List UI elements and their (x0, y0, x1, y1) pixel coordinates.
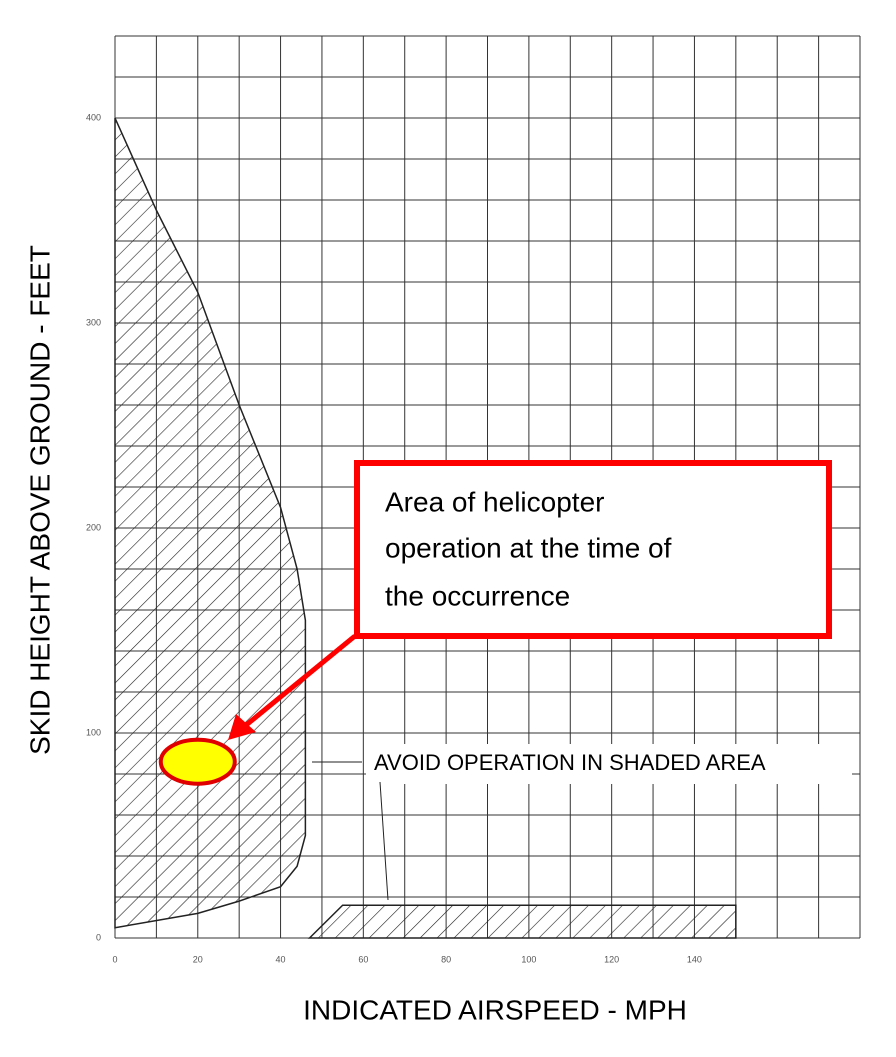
y-tick-label: 200 (86, 522, 101, 532)
callout-line: the occurrence (385, 580, 570, 611)
x-tick-label: 100 (521, 954, 536, 964)
callout-line: operation at the time of (385, 532, 672, 563)
y-tick-label: 300 (86, 317, 101, 327)
x-tick-label: 80 (441, 954, 451, 964)
x-tick-label: 40 (276, 954, 286, 964)
x-tick-label: 20 (193, 954, 203, 964)
callout-arrow (243, 634, 357, 728)
annotation: AVOID OPERATION IN SHADED AREA (374, 750, 766, 775)
y-axis-label: SKID HEIGHT ABOVE GROUND - FEET (24, 245, 55, 755)
x-tick-label: 140 (687, 954, 702, 964)
callout-line: Area of helicopter (385, 486, 604, 517)
x-tick-label: 120 (604, 954, 619, 964)
leader-line (379, 781, 389, 901)
highlight-marker (158, 737, 237, 786)
y-tick-label: 400 (86, 112, 101, 122)
callout-box (354, 460, 832, 639)
y-tick-label: 0 (96, 932, 101, 942)
y-tick-label: 100 (86, 727, 101, 737)
x-axis-label: INDICATED AIRSPEED - MPH (303, 994, 687, 1025)
annotation-bg (366, 744, 852, 784)
x-tick-label: 60 (358, 954, 368, 964)
arrow-head (228, 714, 256, 740)
shaded-region (307, 904, 737, 939)
shaded-region (114, 117, 307, 929)
x-tick-label: 0 (112, 954, 117, 964)
